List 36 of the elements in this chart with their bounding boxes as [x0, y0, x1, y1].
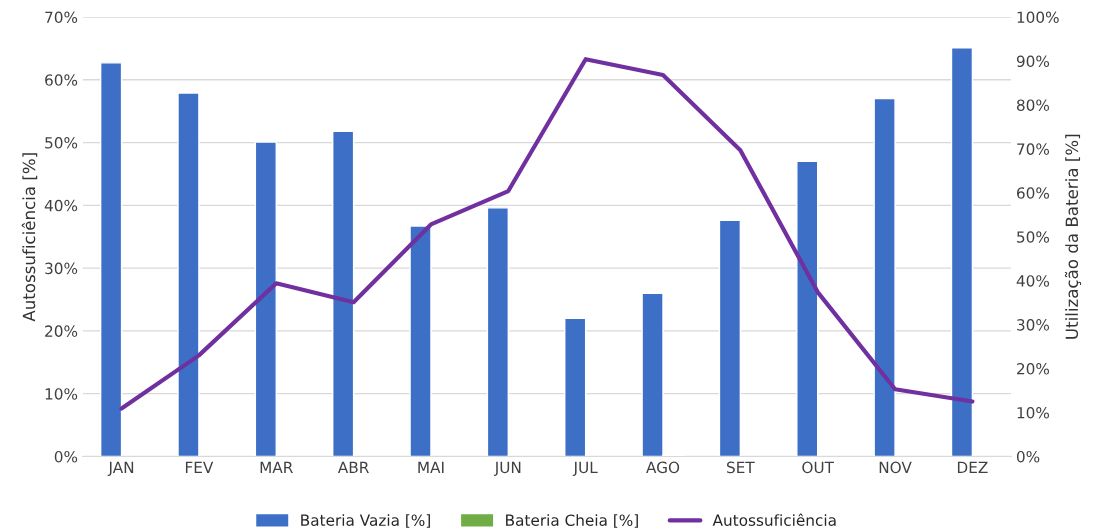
- x-tick-label: JUN: [493, 461, 521, 476]
- x-tick-label: OUT: [802, 461, 835, 474]
- y2-tick-label: 10%: [1017, 406, 1050, 419]
- x-tick-label: SET: [727, 461, 755, 474]
- x-tick-label: ABR: [337, 461, 369, 473]
- y2-tick-label: 100%: [1017, 11, 1059, 24]
- x-tick-label: JUL: [572, 461, 598, 476]
- y-axis-title: Autossuficiência [%]: [21, 153, 38, 322]
- legend-label: Autossuficiência: [712, 513, 836, 526]
- y-tick-label: 20%: [45, 325, 78, 337]
- legend-label: Bateria Cheia [%]: [506, 514, 638, 528]
- y-tick-label: 40%: [44, 199, 78, 212]
- y2-tick-label: 50%: [1017, 231, 1050, 243]
- y-tick-label: 60%: [45, 74, 78, 86]
- y-tick-label: 50%: [45, 137, 78, 149]
- y-tick-label: 0%: [54, 450, 78, 463]
- y2-tick-label: 0%: [1016, 450, 1040, 463]
- x-tick-label: NOV: [879, 461, 912, 474]
- y2-tick-label: 80%: [1016, 99, 1050, 111]
- y2-tick-label: 40%: [1016, 275, 1050, 287]
- y2-axis-title: Utilização da Bateria [%]: [1064, 134, 1082, 339]
- x-tick-label: FEV: [185, 461, 214, 473]
- x-tick-label: DEZ: [957, 461, 988, 473]
- y-tick-label: 70%: [45, 11, 78, 24]
- x-tick-label: JAN: [107, 461, 134, 476]
- y2-tick-label: 90%: [1016, 55, 1050, 67]
- y2-tick-label: 20%: [1017, 363, 1050, 375]
- y-tick-label: 30%: [45, 262, 78, 275]
- legend-label: Bateria Vazia [%]: [301, 514, 430, 528]
- x-tick-label: MAI: [418, 461, 444, 473]
- y2-tick-label: 30%: [1017, 319, 1050, 331]
- x-tick-label: AGO: [646, 461, 680, 474]
- y2-tick-label: 60%: [1017, 187, 1050, 199]
- y2-tick-label: 70%: [1017, 143, 1050, 155]
- x-tick-label: MAR: [260, 461, 293, 473]
- y-tick-label: 10%: [45, 388, 78, 400]
